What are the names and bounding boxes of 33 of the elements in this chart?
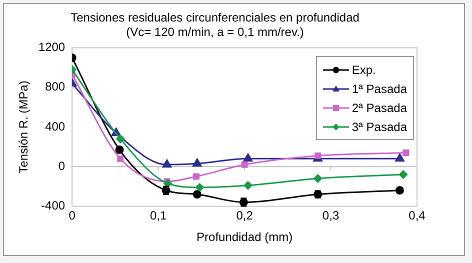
point <box>243 153 253 162</box>
legend-label: 2ª Pasada <box>352 100 407 114</box>
point <box>162 159 172 168</box>
legend-label: Exp. <box>352 62 376 76</box>
y-tick-label: 800 <box>45 80 66 94</box>
point <box>398 170 408 179</box>
point <box>402 150 410 156</box>
point <box>193 173 200 180</box>
y-tick-label: 0 <box>58 158 66 173</box>
point <box>395 153 404 162</box>
x-tick-label: 0,1 <box>150 208 167 223</box>
y-tick-label: 400 <box>45 119 66 134</box>
y-tick-label: -400 <box>41 198 66 213</box>
x-tick-label: 0 <box>68 208 76 223</box>
point <box>314 174 322 183</box>
point <box>116 134 125 144</box>
legend-label: 1ª Pasada <box>352 82 407 96</box>
chart-subtitle: (Vc= 120 m/min, a = 0,1 mm/rev.) <box>126 24 304 39</box>
point <box>117 155 124 162</box>
chart-title: Tensiones residuales circunferenciales en profundidad <box>70 10 360 25</box>
point <box>241 161 248 168</box>
y-tick-label: 1200 <box>38 40 66 54</box>
x-tick-label: 0,4 <box>408 208 426 223</box>
point <box>244 181 252 190</box>
point <box>164 179 172 188</box>
legend-label: 3ª Pasada <box>352 120 407 134</box>
y-axis-title: Tensión R. (MPa) <box>16 80 31 174</box>
point <box>314 152 322 159</box>
x-tick-label: 0,3 <box>322 208 340 223</box>
point <box>195 183 204 192</box>
point <box>192 158 202 167</box>
x-tick-label: 0,2 <box>236 208 254 223</box>
x-axis-title: Profundidad (mm) <box>196 230 293 244</box>
